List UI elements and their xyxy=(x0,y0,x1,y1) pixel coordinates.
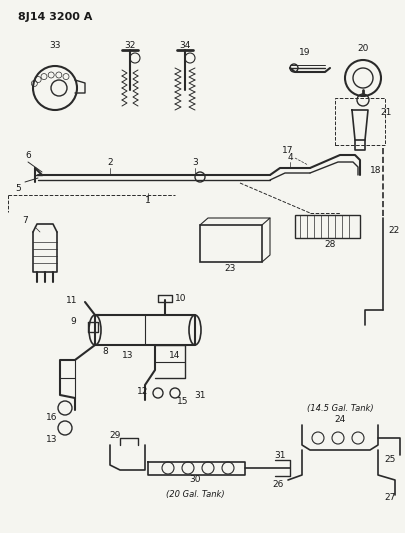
Text: 23: 23 xyxy=(224,263,235,272)
Text: 22: 22 xyxy=(387,225,398,235)
Text: 9: 9 xyxy=(70,318,76,327)
Bar xyxy=(200,225,261,262)
Text: 18: 18 xyxy=(369,166,381,174)
Text: 29: 29 xyxy=(109,431,120,440)
Text: 8J14 3200 A: 8J14 3200 A xyxy=(18,12,92,22)
Text: 7: 7 xyxy=(22,215,28,224)
Text: 4: 4 xyxy=(286,152,292,161)
Text: 21: 21 xyxy=(379,108,390,117)
Bar xyxy=(334,98,384,145)
Text: 12: 12 xyxy=(136,387,148,397)
Text: 11: 11 xyxy=(66,295,78,304)
Text: 1: 1 xyxy=(145,196,151,205)
Text: (14.5 Gal. Tank): (14.5 Gal. Tank) xyxy=(306,403,372,413)
Text: 24: 24 xyxy=(334,416,345,424)
Text: 27: 27 xyxy=(384,494,395,503)
Text: 30: 30 xyxy=(189,475,200,484)
Text: 19: 19 xyxy=(298,47,310,56)
Text: 3: 3 xyxy=(192,157,197,166)
Text: 13: 13 xyxy=(46,435,58,445)
Text: 28: 28 xyxy=(324,239,335,248)
Text: 31: 31 xyxy=(273,450,285,459)
Text: 8: 8 xyxy=(102,348,108,357)
Text: 5: 5 xyxy=(15,183,21,192)
Text: 2: 2 xyxy=(107,157,113,166)
Text: 6: 6 xyxy=(25,150,31,159)
Text: 16: 16 xyxy=(46,414,58,423)
Text: 14: 14 xyxy=(169,351,180,359)
Text: 25: 25 xyxy=(384,456,395,464)
Bar xyxy=(294,215,359,238)
Text: 15: 15 xyxy=(177,398,188,407)
Text: 20: 20 xyxy=(356,44,368,52)
Text: (20 Gal. Tank): (20 Gal. Tank) xyxy=(165,490,224,499)
Text: 26: 26 xyxy=(272,481,283,489)
Text: 10: 10 xyxy=(175,294,186,303)
Text: 31: 31 xyxy=(194,391,205,400)
Text: 32: 32 xyxy=(124,41,135,50)
Text: 13: 13 xyxy=(122,351,133,359)
Text: 34: 34 xyxy=(179,41,190,50)
Text: 33: 33 xyxy=(49,41,61,50)
Text: 17: 17 xyxy=(281,146,293,155)
